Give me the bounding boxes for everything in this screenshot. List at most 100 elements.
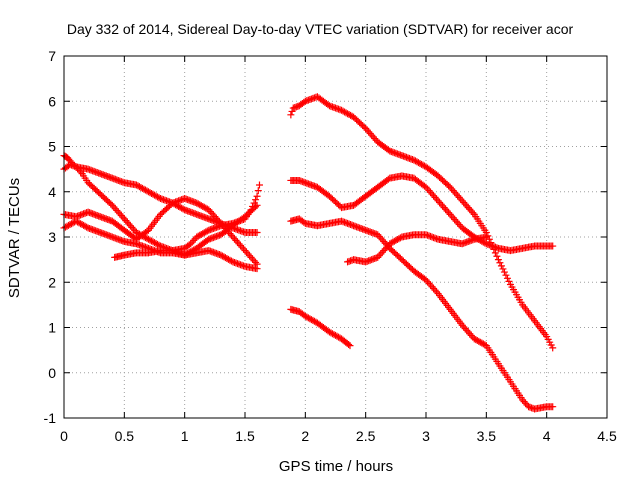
data-point-marker — [381, 245, 389, 253]
data-point-marker — [203, 236, 211, 244]
data-point-marker — [549, 403, 557, 411]
data-point-marker — [345, 111, 353, 119]
data-point-marker — [380, 247, 388, 255]
data-point-marker — [238, 243, 246, 251]
data-point-marker — [466, 330, 474, 338]
data-point-marker — [62, 223, 70, 231]
y-tick-label: 2 — [48, 274, 56, 290]
data-point-marker — [72, 163, 80, 171]
data-point-marker — [288, 107, 296, 115]
data-point-marker — [436, 198, 444, 206]
data-point-marker — [209, 211, 217, 219]
data-point-marker — [380, 238, 388, 246]
x-tick-label: 0 — [60, 428, 68, 444]
data-point-marker — [335, 333, 343, 341]
series-arc-7 — [287, 172, 557, 255]
data-point-marker — [301, 312, 309, 320]
data-point-marker — [333, 332, 341, 340]
data-point-marker — [424, 278, 432, 286]
data-point-marker — [309, 316, 317, 324]
data-point-marker — [194, 232, 202, 240]
data-point-marker — [448, 212, 456, 220]
y-tick-label: 0 — [48, 365, 56, 381]
data-point-marker — [235, 240, 243, 248]
data-point-marker — [369, 133, 377, 141]
data-point-marker — [384, 146, 392, 154]
x-tick-label: 4.5 — [597, 428, 617, 444]
data-point-marker — [117, 212, 125, 220]
data-point-marker — [254, 187, 262, 195]
data-point-marker — [194, 200, 202, 208]
data-series — [60, 93, 557, 413]
data-point-marker — [460, 198, 468, 206]
data-point-marker — [253, 228, 261, 236]
data-point-marker — [241, 247, 249, 255]
data-point-marker — [338, 106, 346, 114]
data-point-marker — [460, 323, 468, 331]
data-point-marker — [451, 188, 459, 196]
data-point-marker — [80, 221, 88, 229]
data-point-marker — [410, 156, 418, 164]
data-point-marker — [187, 240, 195, 248]
data-point-marker — [211, 213, 219, 221]
data-point-marker — [65, 221, 73, 229]
data-point-marker — [141, 186, 149, 194]
data-point-marker — [193, 199, 201, 207]
data-point-marker — [347, 111, 355, 119]
data-point-marker — [149, 190, 157, 198]
data-point-marker — [81, 222, 89, 230]
data-point-marker — [390, 237, 398, 245]
data-point-marker — [233, 238, 241, 246]
y-tick-label: -1 — [44, 410, 57, 426]
data-point-marker — [200, 203, 208, 211]
data-point-marker — [250, 257, 258, 265]
data-point-marker — [451, 215, 459, 223]
data-point-marker — [230, 235, 238, 243]
data-point-marker — [151, 239, 158, 247]
data-point-marker — [427, 188, 435, 196]
x-tick-label: 1.5 — [235, 428, 255, 444]
data-point-marker — [386, 240, 394, 248]
data-point-marker — [384, 175, 392, 183]
data-point-marker — [144, 188, 152, 196]
x-tick-label: 0.5 — [115, 428, 135, 444]
data-point-marker — [68, 220, 76, 228]
data-point-marker — [549, 344, 557, 352]
data-point-marker — [206, 208, 214, 216]
data-point-marker — [443, 207, 451, 215]
data-point-marker — [232, 236, 240, 244]
data-point-marker — [190, 236, 198, 244]
data-point-marker — [464, 328, 472, 336]
data-point-marker — [452, 217, 460, 225]
data-point-marker — [383, 243, 391, 251]
data-point-marker — [182, 250, 190, 258]
data-point-marker — [414, 159, 422, 167]
data-point-marker — [445, 209, 453, 217]
data-point-marker — [110, 203, 118, 211]
data-point-marker — [227, 231, 235, 239]
data-point-marker — [431, 193, 439, 201]
data-point-marker — [392, 236, 400, 244]
data-point-marker — [428, 283, 436, 291]
data-point-marker — [113, 206, 121, 214]
x-tick-label: 2 — [301, 428, 309, 444]
data-point-marker — [193, 233, 201, 241]
data-point-marker — [122, 217, 130, 225]
data-point-marker — [479, 340, 487, 348]
data-point-marker — [200, 229, 208, 237]
data-point-marker — [324, 101, 332, 109]
data-point-marker — [114, 208, 122, 216]
data-point-marker — [253, 192, 261, 200]
data-point-marker — [437, 200, 445, 208]
data-point-marker — [252, 258, 260, 266]
data-point-marker — [339, 107, 347, 115]
data-point-marker — [440, 204, 448, 212]
data-point-marker — [224, 255, 232, 263]
data-point-marker — [371, 135, 379, 143]
data-point-marker — [549, 242, 557, 250]
data-point-marker — [458, 197, 466, 205]
data-point-marker — [419, 161, 427, 169]
data-point-marker — [107, 200, 115, 208]
data-point-marker — [522, 399, 530, 407]
series-arc-9 — [344, 231, 490, 266]
